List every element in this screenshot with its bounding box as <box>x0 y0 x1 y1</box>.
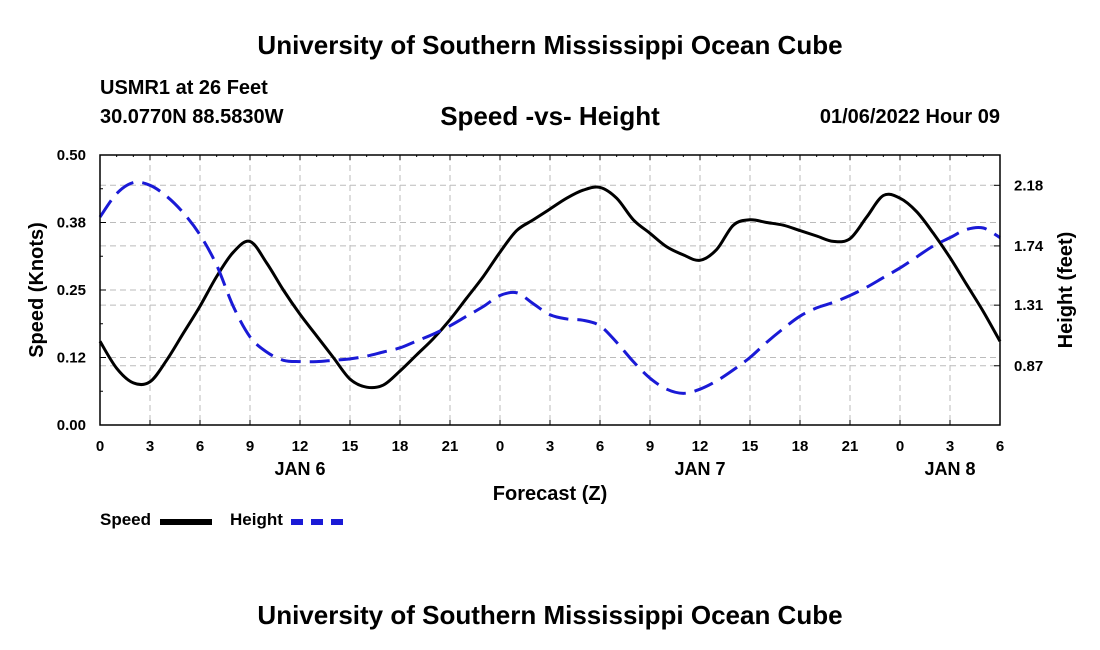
x-tick-label: 0 <box>496 438 504 455</box>
y2-tick-label: 1.74 <box>1014 238 1044 255</box>
x-tick-label: 6 <box>596 438 604 455</box>
date-label: JAN 7 <box>674 459 725 479</box>
y-tick-label: 0.38 <box>57 215 86 232</box>
y-tick-label: 0.50 <box>57 147 86 164</box>
chart-main-title: University of Southern Mississippi Ocean… <box>257 30 843 60</box>
y-tick-label: 0.25 <box>57 282 86 299</box>
x-tick-label: 9 <box>246 438 254 455</box>
gridlines <box>100 155 1000 425</box>
y2-tick-label: 0.87 <box>1014 358 1043 375</box>
date-label: JAN 8 <box>924 459 975 479</box>
y-tick-label: 0.12 <box>57 350 86 367</box>
coordinates-label: 30.0770N 88.5830W <box>100 106 284 128</box>
axes: 0 3 6 9 12 15 18 21 0 3 6 9 12 15 18 21 0 3 6 JAN 6 JAN 7 JAN… <box>26 147 1077 505</box>
forecast-datetime: 01/06/2022 Hour 09 <box>819 106 1000 128</box>
y2-tick-label: 1.31 <box>1014 297 1043 314</box>
date-label: JAN 6 <box>274 459 325 479</box>
x-axis-title: Forecast (Z) <box>493 483 607 505</box>
x-tick-label: 3 <box>146 438 154 455</box>
x-tick-label: 12 <box>292 438 309 455</box>
height-series-line <box>98 180 1001 395</box>
chart-subtitle: Speed -vs- Height <box>440 101 660 131</box>
x-tick-label: 12 <box>692 438 709 455</box>
x-tick-label: 21 <box>442 438 459 455</box>
x-tick-label: 0 <box>96 438 104 455</box>
station-label: USMR1 at 26 Feet <box>100 77 268 99</box>
y-tick-label: 0.00 <box>57 417 86 434</box>
speed-series-line <box>98 185 1002 390</box>
x-tick-label: 3 <box>946 438 954 455</box>
x-tick-label: 0 <box>896 438 904 455</box>
y2-axis-title: Height (feet) <box>1055 232 1077 349</box>
legend-height-label: Height <box>230 510 283 529</box>
y-axis-title: Speed (Knots) <box>26 222 48 358</box>
footer-title: University of Southern Mississippi Ocean… <box>257 600 843 630</box>
x-tick-label: 6 <box>996 438 1004 455</box>
x-tick-label: 9 <box>646 438 654 455</box>
legend-height-swatch <box>291 519 343 525</box>
series-layer <box>98 180 1002 395</box>
x-tick-label: 6 <box>196 438 204 455</box>
x-tick-label: 18 <box>392 438 409 455</box>
legend-speed-swatch <box>160 519 212 525</box>
y2-tick-label: 2.18 <box>1014 177 1043 194</box>
x-tick-label: 15 <box>742 438 759 455</box>
x-tick-label: 21 <box>842 438 859 455</box>
x-tick-label: 15 <box>342 438 359 455</box>
legend-speed-label: Speed <box>100 510 152 529</box>
x-tick-label: 18 <box>792 438 809 455</box>
x-tick-label: 3 <box>546 438 554 455</box>
